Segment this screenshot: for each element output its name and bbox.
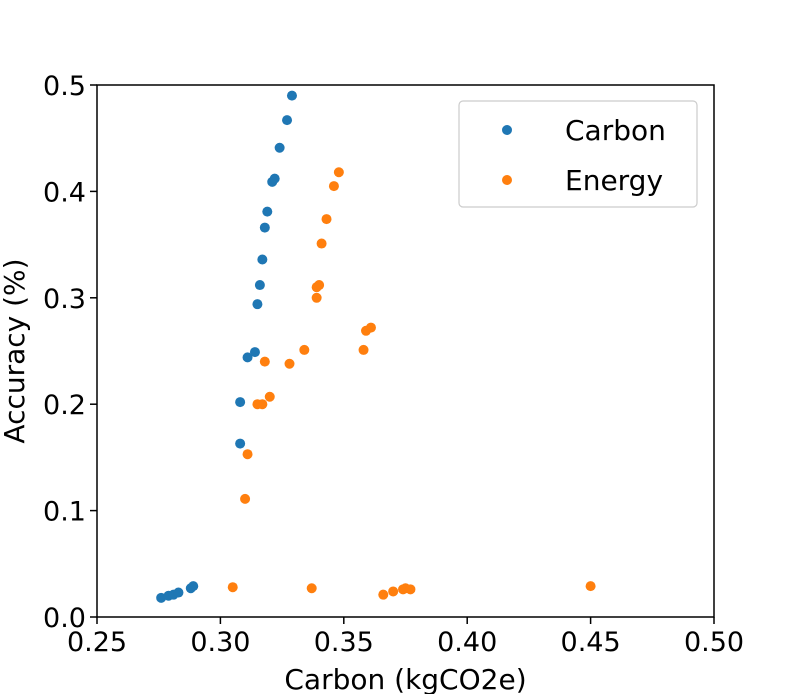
x-tick-label: 0.30 <box>190 627 250 658</box>
carbon-point <box>252 299 263 310</box>
energy-point <box>242 449 253 460</box>
energy-point <box>284 358 295 369</box>
energy-point <box>311 292 322 303</box>
energy-point <box>388 586 399 597</box>
y-tick-label: 0.0 <box>43 603 86 634</box>
legend-label-energy: Energy <box>565 164 663 197</box>
carbon-point <box>249 347 260 358</box>
carbon-point <box>235 397 246 408</box>
legend-marker-carbon <box>502 125 512 135</box>
carbon-point <box>274 142 285 153</box>
carbon-point <box>259 222 270 233</box>
energy-point <box>299 344 310 355</box>
energy-point <box>358 344 369 355</box>
energy-point <box>264 391 275 402</box>
carbon-point <box>173 587 184 598</box>
carbon-point <box>286 90 297 101</box>
energy-point <box>240 493 251 504</box>
energy-point <box>227 582 238 593</box>
x-tick-label: 0.50 <box>684 627 744 658</box>
energy-point <box>259 356 270 367</box>
energy-point <box>405 584 416 595</box>
legend: Carbon Energy <box>458 100 698 208</box>
legend-marker-energy <box>502 175 512 185</box>
x-axis-label: Carbon (kgCO2e) <box>284 663 526 694</box>
x-tick-label: 0.45 <box>561 627 621 658</box>
y-axis-label: Accuracy (%) <box>0 258 31 443</box>
carbon-point <box>257 254 268 265</box>
energy-point <box>365 322 376 333</box>
energy-point <box>321 214 332 225</box>
axis-ticks: 0.25 0.30 0.35 0.40 0.45 0.50 0.0 0.1 0.2 0.3 0.4 0… <box>43 71 744 658</box>
y-tick-label: 0.2 <box>43 390 86 421</box>
energy-point <box>378 589 389 600</box>
energy-point <box>306 583 317 594</box>
carbon-point <box>269 173 280 184</box>
carbon-point <box>254 280 265 291</box>
energy-point <box>316 238 327 249</box>
plot-marks <box>156 90 596 603</box>
energy-point <box>257 399 268 410</box>
y-tick-label: 0.4 <box>43 177 86 208</box>
plot-frame <box>96 84 715 618</box>
carbon-point <box>235 438 246 449</box>
y-tick-label: 0.1 <box>43 497 86 528</box>
carbon-point <box>242 352 253 363</box>
energy-point <box>333 167 344 178</box>
energy-point <box>314 280 325 291</box>
carbon-point <box>262 206 273 217</box>
x-tick-label: 0.40 <box>437 627 497 658</box>
carbon-point <box>282 115 293 126</box>
y-tick-label: 0.5 <box>43 71 86 102</box>
y-tick-label: 0.3 <box>43 284 86 315</box>
x-tick-label: 0.25 <box>67 627 127 658</box>
energy-point <box>328 181 339 192</box>
legend-label-carbon: Carbon <box>565 114 666 147</box>
legend-box <box>458 100 698 208</box>
carbon-point <box>188 581 199 592</box>
energy-point <box>585 581 596 592</box>
x-tick-label: 0.35 <box>314 627 374 658</box>
